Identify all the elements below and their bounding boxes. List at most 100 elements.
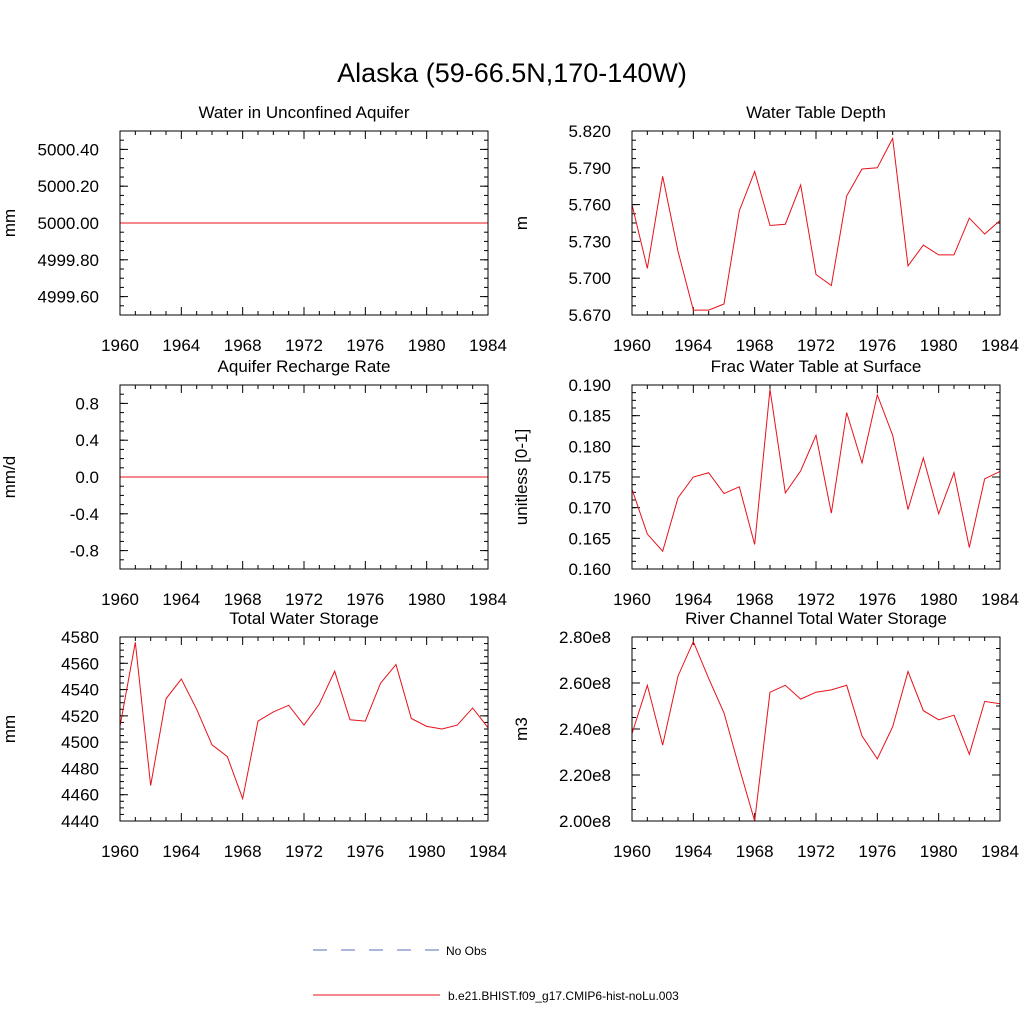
x-tick-label: 1968 — [224, 336, 262, 355]
x-tick-label: 1984 — [981, 336, 1019, 355]
y-tick-label: 0.0 — [75, 468, 99, 487]
panel-title: River Channel Total Water Storage — [685, 609, 947, 628]
x-tick-label: 1964 — [674, 842, 712, 861]
x-tick-label: 1964 — [162, 590, 200, 609]
y-tick-label: 5000.00 — [38, 214, 99, 233]
y-tick-label: 0.165 — [568, 529, 611, 548]
x-tick-label: 1964 — [162, 842, 200, 861]
y-tick-label: 4999.60 — [38, 288, 99, 307]
x-tick-label: 1976 — [346, 842, 384, 861]
y-tick-label: 0.8 — [75, 394, 99, 413]
x-tick-label: 1976 — [858, 842, 896, 861]
x-tick-label: 1972 — [285, 590, 323, 609]
panel-title: Frac Water Table at Surface — [711, 357, 922, 376]
y-axis-label: mm — [0, 209, 19, 237]
x-tick-label: 1984 — [981, 590, 1019, 609]
x-tick-label: 1984 — [981, 842, 1019, 861]
plot-frame — [119, 130, 489, 316]
y-tick-label: 5.820 — [568, 122, 611, 141]
plot-frame — [631, 384, 1001, 570]
x-tick-label: 1980 — [920, 842, 958, 861]
plot-frame — [631, 636, 1001, 822]
x-tick-label: 1980 — [408, 842, 446, 861]
y-tick-label: 4500 — [61, 733, 99, 752]
y-axis-label: unitless [0-1] — [512, 429, 531, 525]
y-tick-label: 0.175 — [568, 468, 611, 487]
x-tick-label: 1976 — [346, 336, 384, 355]
x-tick-label: 1960 — [613, 590, 651, 609]
x-tick-label: 1980 — [408, 590, 446, 609]
legend-label-no-obs: No Obs — [446, 944, 487, 958]
panel-2: Water Table Depth m 1960 1964 1968 1972 1976 19… — [512, 103, 1019, 355]
y-axis-label: mm — [0, 715, 19, 743]
x-tick-label: 1972 — [797, 842, 835, 861]
plot-frame — [119, 384, 489, 570]
x-tick-label: 1960 — [101, 590, 139, 609]
panel-title: Aquifer Recharge Rate — [218, 357, 391, 376]
x-tick-label: 1964 — [674, 336, 712, 355]
panel-title: Total Water Storage — [229, 609, 379, 628]
x-tick-label: 1960 — [101, 842, 139, 861]
panel-title: Water in Unconfined Aquifer — [198, 103, 409, 122]
x-tick-label: 1984 — [469, 842, 507, 861]
y-tick-label: 4520 — [61, 707, 99, 726]
y-tick-label: 5000.20 — [38, 177, 99, 196]
y-tick-label: 4460 — [61, 786, 99, 805]
x-tick-label: 1976 — [346, 590, 384, 609]
y-tick-label: 2.40e8 — [559, 720, 611, 739]
y-tick-label: 0.190 — [568, 376, 611, 395]
x-tick-label: 1976 — [858, 336, 896, 355]
y-tick-label: 4560 — [61, 654, 99, 673]
x-tick-label: 1968 — [224, 842, 262, 861]
y-tick-label: 2.00e8 — [559, 812, 611, 831]
y-tick-label: -0.4 — [70, 505, 99, 524]
y-tick-label: 5.760 — [568, 196, 611, 215]
x-tick-label: 1960 — [613, 842, 651, 861]
figure-title: Alaska (59-66.5N,170-140W) — [337, 58, 687, 88]
x-tick-label: 1976 — [858, 590, 896, 609]
panel-3: Aquifer Recharge Rate mm/d 1960 1964 1968 197… — [0, 357, 507, 609]
x-tick-label: 1968 — [736, 336, 774, 355]
x-tick-label: 1972 — [285, 336, 323, 355]
x-tick-label: 1972 — [797, 590, 835, 609]
x-tick-label: 1960 — [101, 336, 139, 355]
panel-1: Water in Unconfined Aquifer mm 1960 1964 196… — [0, 103, 507, 355]
y-tick-label: 0.170 — [568, 499, 611, 518]
panel-4: Frac Water Table at Surface unitless [0-1… — [512, 357, 1019, 609]
series-line — [631, 136, 1001, 311]
y-axis-label: m — [512, 216, 531, 230]
series-line — [631, 389, 1001, 553]
y-tick-label: 2.80e8 — [559, 628, 611, 647]
plot-frame — [119, 636, 489, 822]
y-tick-label: 0.4 — [75, 431, 99, 450]
panel-5: Total Water Storage mm 1960 1964 1968 1972 197… — [0, 609, 507, 861]
x-tick-label: 1980 — [408, 336, 446, 355]
y-tick-label: 4480 — [61, 759, 99, 778]
panels: Water in Unconfined Aquifer mm 1960 1964 196… — [0, 103, 1019, 861]
x-tick-label: 1972 — [285, 842, 323, 861]
legend-label-model: b.e21.BHIST.f09_g17.CMIP6-hist-noLu.003 — [448, 989, 679, 1003]
y-tick-label: 0.185 — [568, 407, 611, 426]
y-tick-label: 4440 — [61, 812, 99, 831]
x-tick-label: 1964 — [674, 590, 712, 609]
series-line — [119, 642, 489, 801]
panel-title: Water Table Depth — [746, 103, 886, 122]
y-tick-label: 4580 — [61, 628, 99, 647]
y-tick-label: 5.700 — [568, 269, 611, 288]
x-tick-label: 1980 — [920, 590, 958, 609]
y-tick-label: -0.8 — [70, 542, 99, 561]
x-tick-label: 1960 — [613, 336, 651, 355]
x-tick-label: 1968 — [224, 590, 262, 609]
x-tick-label: 1964 — [162, 336, 200, 355]
y-tick-label: 2.20e8 — [559, 766, 611, 785]
x-tick-label: 1968 — [736, 842, 774, 861]
y-axis-label: m3 — [512, 717, 531, 741]
x-tick-label: 1968 — [736, 590, 774, 609]
y-tick-label: 5000.40 — [38, 140, 99, 159]
y-tick-label: 5.730 — [568, 232, 611, 251]
y-tick-label: 4999.80 — [38, 251, 99, 270]
x-tick-label: 1980 — [920, 336, 958, 355]
y-tick-label: 5.670 — [568, 306, 611, 325]
y-tick-label: 4540 — [61, 681, 99, 700]
